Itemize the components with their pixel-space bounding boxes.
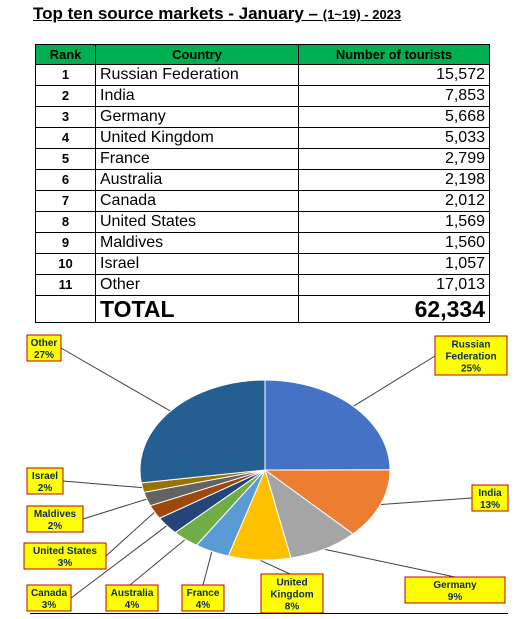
data-label-box [471, 484, 509, 512]
data-label-box [260, 573, 324, 614]
data-label-text: 2% [48, 521, 63, 532]
data-label-text: Australia [111, 588, 154, 599]
data-label-text: 25% [461, 364, 481, 375]
table-row: 8 United States 1,569 [35, 211, 490, 233]
total-value: 62,334 [298, 295, 490, 323]
leader-line [62, 480, 143, 489]
leader-line [259, 559, 291, 575]
table-row: 5 France 2,799 [35, 148, 490, 170]
value-cell: 7,853 [298, 85, 490, 107]
header-number: Number of tourists [298, 44, 490, 65]
data-label-text: 13% [480, 500, 500, 511]
value-cell: 1,569 [298, 211, 490, 233]
data-label-text: 3% [58, 558, 73, 569]
data-label-text: Other [31, 338, 58, 349]
table-row: 6 Australia 2,198 [35, 169, 490, 191]
data-label-text: India [478, 488, 502, 499]
data-label-text: Russian [452, 340, 491, 351]
data-label-box [105, 584, 159, 612]
table-row: 1 Russian Federation 15,572 [35, 64, 490, 86]
data-label-box [26, 584, 72, 612]
leader-line [380, 497, 473, 506]
data-label-box [26, 467, 64, 495]
pie-slice-other [139, 379, 266, 484]
data-label-box [23, 542, 107, 570]
leader-line [324, 548, 456, 578]
leader-line [129, 538, 186, 586]
leader-line [82, 498, 147, 520]
total-label: TOTAL [95, 295, 299, 323]
data-label-box [404, 576, 506, 604]
table-row: 10 Israel 1,057 [35, 253, 490, 275]
table-row: 2 India 7,853 [35, 85, 490, 107]
bottom-divider [30, 613, 508, 614]
data-label-box [26, 334, 62, 362]
data-label-text: 27% [34, 350, 54, 361]
data-label-text: 2% [38, 483, 53, 494]
data-label-text: 9% [448, 592, 463, 603]
data-label-text: Germany [433, 580, 477, 591]
leader-line [353, 355, 436, 407]
data-label-text: Maldives [34, 509, 77, 520]
data-label-text: United States [33, 546, 97, 557]
page-title: Top ten source markets - January – (1~19… [33, 4, 402, 23]
table-row: 3 Germany 5,668 [35, 106, 490, 128]
leader-line [105, 511, 155, 557]
data-label-text: Canada [31, 588, 68, 599]
data-label-box [434, 335, 508, 376]
value-cell: 1,057 [298, 253, 490, 275]
data-label-text: 3% [42, 600, 57, 611]
leader-line [60, 347, 171, 412]
data-label-box [26, 505, 84, 533]
total-empty-cell [35, 295, 96, 323]
data-label-text: United [276, 578, 307, 589]
header-country: Country [95, 44, 299, 65]
data-label-text: Federation [445, 352, 496, 363]
data-label-text: 4% [125, 600, 140, 611]
data-label-text: 8% [285, 602, 300, 613]
data-label-box [181, 584, 225, 612]
header-rank: Rank [35, 44, 96, 65]
table-row: 7 Canada 2,012 [35, 190, 490, 212]
country-cell: Maldives [95, 232, 299, 254]
data-label-text: France [187, 588, 220, 599]
leader-line [202, 551, 213, 586]
tourist-table: Rank Country Number of tourists 1 Russian… [35, 44, 490, 323]
table-row: 4 United Kingdom 5,033 [35, 127, 490, 149]
leader-line [70, 525, 168, 599]
data-label-text: Israel [32, 471, 58, 482]
table-row: 11 Other 17,013 [35, 274, 490, 296]
pie-slice-russian-federation [264, 379, 391, 471]
data-label-text: Kingdom [270, 590, 313, 601]
data-label-text: 4% [196, 600, 211, 611]
total-row: TOTAL 62,334 [35, 295, 490, 323]
pie-slice-india [263, 469, 391, 535]
